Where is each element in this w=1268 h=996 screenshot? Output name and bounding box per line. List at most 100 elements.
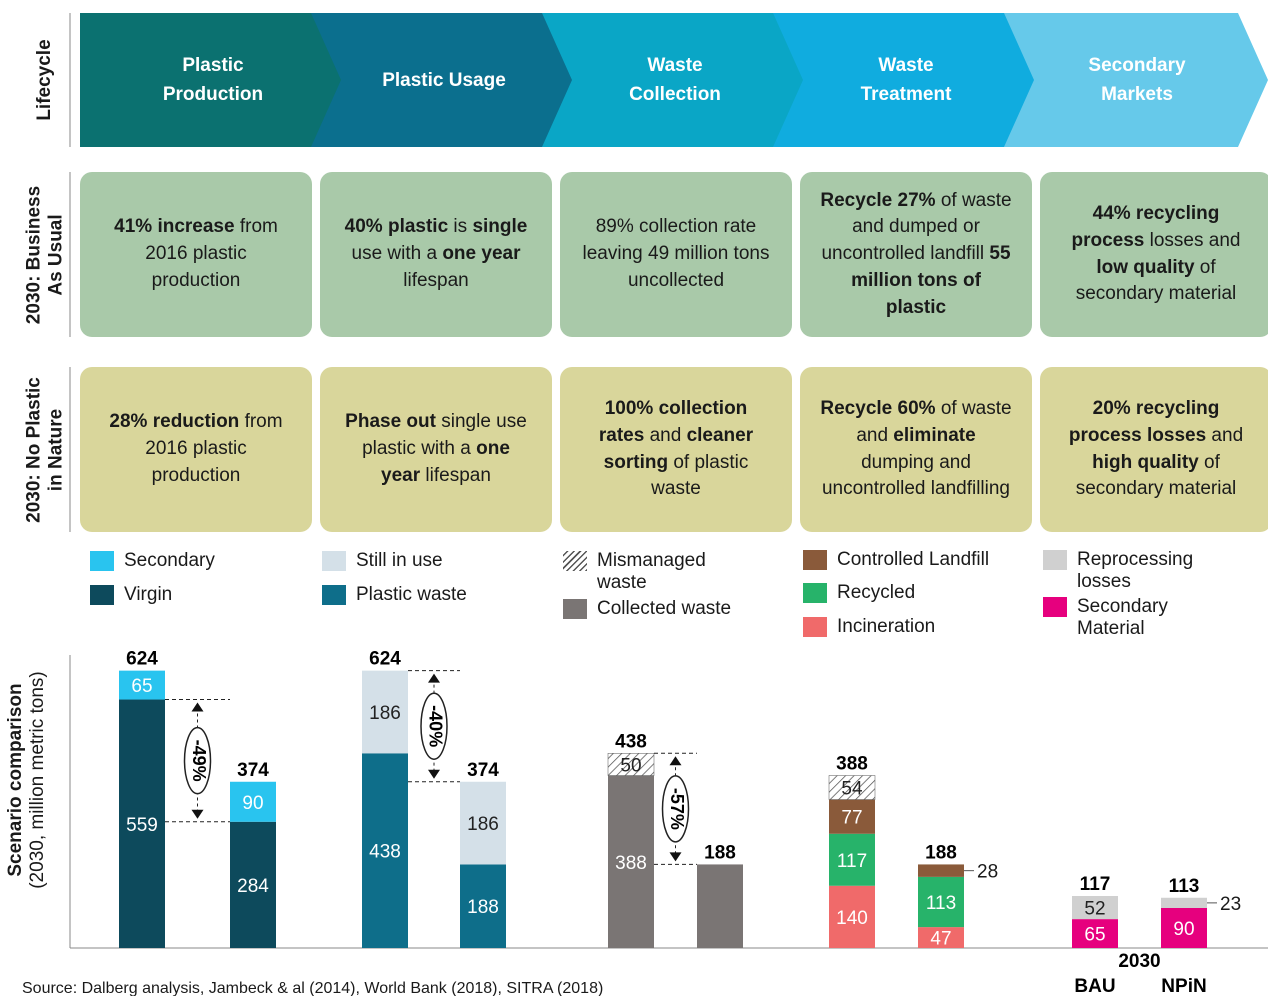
legend-swatch <box>90 551 114 571</box>
segment-label: 28 <box>977 862 998 883</box>
box-text-part: from 2016 plastic production <box>145 216 284 291</box>
stage-label: Waste Collection <box>629 55 721 105</box>
legend-swatch <box>1043 550 1067 570</box>
scenario-box: 28% reduction from 2016 plastic producti… <box>80 367 312 532</box>
legend-swatch <box>322 551 346 571</box>
legend-item: Secondary Material <box>1043 596 1227 640</box>
bar-segment <box>829 885 875 948</box>
legend-swatch <box>563 599 587 619</box>
box-text: 28% reduction from 2016 plastic producti… <box>100 409 292 489</box>
bar-segment <box>828 775 876 800</box>
bar-total: 188 <box>704 842 736 863</box>
stage-label: Plastic Production <box>162 55 264 105</box>
arrow-head <box>191 809 204 819</box>
segment-label: 52 <box>1084 899 1105 920</box>
legend-item: Reprocessing losses <box>1043 549 1227 593</box>
legend-item: Virgin <box>90 584 324 606</box>
box-text-part: 28% reduction <box>109 411 240 433</box>
group-label: 2030 <box>1118 951 1160 972</box>
legend-swatch <box>803 550 827 570</box>
stage-label: Secondary Markets <box>1088 55 1186 105</box>
box-text-part: 20% recycling process losses <box>1068 398 1225 446</box>
bar-segment <box>1072 919 1118 948</box>
bar-segment <box>119 699 165 948</box>
box-text-part: 55 million tons of plastic <box>851 243 1016 318</box>
stage-label: Plastic Usage <box>382 69 506 91</box>
y-axis-label: Scenario comparison (2030, million metric… <box>5 630 55 930</box>
legend-label: Incineration <box>837 616 936 637</box>
scenario-box: Recycle 27% of waste and dumped or uncon… <box>800 172 1032 337</box>
legend-item: Plastic waste <box>322 584 556 606</box>
box-text-part: of waste and <box>856 398 1017 446</box>
box-text-part: from 2016 plastic production <box>145 411 288 486</box>
bar-total: 438 <box>615 731 647 752</box>
box-text-part: of waste and dumped or uncontrolled land… <box>821 189 1017 265</box>
bar-segment <box>608 775 654 948</box>
source: Source: Dalberg analysis, Jambeck & al (… <box>22 980 603 996</box>
segment-label: 438 <box>369 842 401 863</box>
scenario-box: 100% collection rates and cleaner sortin… <box>560 367 792 532</box>
arrow-head <box>191 702 204 712</box>
bar-segment <box>1072 895 1118 920</box>
arrow-badge <box>661 775 690 843</box>
box-text: 40% plastic is single use with a one yea… <box>340 214 532 294</box>
segment-label: 140 <box>836 908 868 929</box>
legend-swatch <box>1043 597 1067 617</box>
legend-item: Collected waste <box>563 598 737 620</box>
box-text: Recycle 27% of waste and dumped or uncon… <box>820 188 1012 322</box>
legend-label: Mismanaged waste <box>597 550 706 593</box>
segment-label: 65 <box>1084 925 1105 946</box>
segment-label: 559 <box>126 815 158 836</box>
bar-total: 624 <box>369 649 401 670</box>
box-text: 89% collection rate leaving 49 million t… <box>580 214 772 294</box>
y-axis-title: Scenario comparison <box>5 683 26 877</box>
scenario-box: Phase out single use plastic with a one … <box>320 367 552 532</box>
bar-segment <box>362 753 408 948</box>
bar-segment <box>918 876 964 928</box>
legend-item: Controlled Landfill <box>803 549 1057 571</box>
segment-label: 388 <box>615 853 647 874</box>
box-text: 41% increase from 2016 plastic productio… <box>100 214 292 294</box>
legend-label: Secondary <box>124 550 215 571</box>
box-text-part: of plastic waste <box>651 451 754 500</box>
box-text-part: 40% plastic <box>344 216 449 238</box>
legend-item: Mismanaged waste <box>563 550 737 594</box>
legend-label: Still in use <box>356 550 443 571</box>
stage-chevron <box>773 13 1053 147</box>
bar-segment <box>460 864 506 948</box>
box-text-part: single use plastic with a <box>362 411 533 460</box>
bar-segment <box>1161 897 1207 908</box>
bar-segment <box>460 781 506 865</box>
bar-total: 374 <box>467 760 499 781</box>
legend-item: Secondary <box>90 550 324 572</box>
bar-total: 113 <box>1169 876 1200 897</box>
segment-label: 117 <box>837 851 867 872</box>
legend-swatch <box>803 617 827 637</box>
legend-label: Recycled <box>837 582 916 603</box>
box-text-part: Recycle 27% <box>820 189 936 211</box>
bar-total: 388 <box>836 754 868 775</box>
y-axis-subtitle: (2030, million metric tons) <box>27 671 48 889</box>
segment-label: 188 <box>467 897 499 918</box>
bar-total: 624 <box>126 649 158 670</box>
bar-segment <box>1161 907 1207 948</box>
box-text: Recycle 60% of waste and eliminate dumpi… <box>820 396 1012 503</box>
legend-swatch <box>322 585 346 605</box>
legend-label: Virgin <box>124 584 173 605</box>
bar-segment <box>697 864 743 948</box>
bar-segment <box>230 781 276 822</box>
segment-label: 186 <box>369 703 401 724</box>
box-text-part: 89% collection rate leaving 49 million t… <box>582 216 775 291</box>
box-text-part: is <box>448 216 473 238</box>
row-label: Lifecycle <box>34 39 55 121</box>
box-text-part: 100% collection rates <box>598 398 753 446</box>
box-text: 100% collection rates and cleaner sortin… <box>580 396 772 503</box>
box-text-part: and <box>1206 424 1249 446</box>
segment-label: 54 <box>841 779 863 800</box>
box-text: 20% recycling process losses and high qu… <box>1060 396 1252 503</box>
bar-total: 374 <box>237 760 269 781</box>
box-text: 44% recycling process losses and low qua… <box>1060 201 1252 308</box>
stage-chevron <box>80 13 360 147</box>
